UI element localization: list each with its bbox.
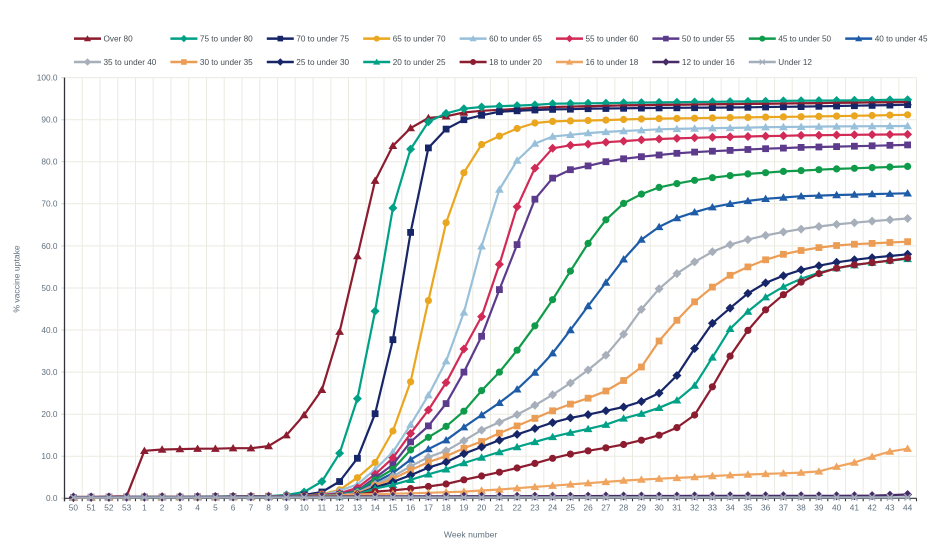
svg-text:21: 21: [495, 503, 505, 513]
svg-text:12 to under 16: 12 to under 16: [682, 58, 735, 67]
svg-text:4: 4: [195, 503, 200, 513]
svg-text:18: 18: [441, 503, 451, 513]
svg-text:41: 41: [850, 503, 860, 513]
svg-text:Under 12: Under 12: [778, 58, 812, 67]
svg-text:75 to under 80: 75 to under 80: [200, 35, 253, 44]
svg-text:17: 17: [424, 503, 434, 513]
svg-text:32: 32: [690, 503, 700, 513]
svg-text:24: 24: [548, 503, 558, 513]
svg-text:31: 31: [672, 503, 682, 513]
svg-text:38: 38: [796, 503, 806, 513]
svg-text:40 to under 45: 40 to under 45: [875, 35, 928, 44]
svg-text:30 to under 35: 30 to under 35: [200, 58, 253, 67]
svg-text:36: 36: [761, 503, 771, 513]
svg-text:2: 2: [160, 503, 165, 513]
svg-text:19: 19: [459, 503, 469, 513]
svg-text:1: 1: [142, 503, 147, 513]
svg-text:90.0: 90.0: [41, 115, 58, 125]
svg-text:20: 20: [477, 503, 487, 513]
svg-text:5: 5: [213, 503, 218, 513]
svg-text:65 to under 70: 65 to under 70: [393, 35, 446, 44]
svg-text:28: 28: [619, 503, 629, 513]
svg-text:30.0: 30.0: [41, 367, 58, 377]
svg-text:20.0: 20.0: [41, 409, 58, 419]
svg-text:50.0: 50.0: [41, 283, 58, 293]
svg-text:35 to under 40: 35 to under 40: [104, 58, 157, 67]
svg-text:26: 26: [583, 503, 593, 513]
svg-text:25: 25: [566, 503, 576, 513]
svg-text:42: 42: [867, 503, 877, 513]
svg-text:100.0: 100.0: [37, 73, 58, 83]
svg-text:34: 34: [725, 503, 735, 513]
svg-text:16 to under 18: 16 to under 18: [586, 58, 639, 67]
svg-text:13: 13: [353, 503, 363, 513]
svg-text:52: 52: [104, 503, 114, 513]
svg-text:35: 35: [743, 503, 753, 513]
svg-text:Over 80: Over 80: [104, 35, 134, 44]
svg-text:33: 33: [708, 503, 718, 513]
svg-text:11: 11: [318, 503, 327, 513]
svg-text:3: 3: [178, 503, 183, 513]
svg-text:39: 39: [814, 503, 824, 513]
svg-text:10.0: 10.0: [41, 451, 58, 461]
svg-text:6: 6: [231, 503, 236, 513]
svg-text:80.0: 80.0: [41, 157, 58, 167]
svg-text:7: 7: [249, 503, 254, 513]
svg-text:60.0: 60.0: [41, 241, 58, 251]
svg-text:12: 12: [335, 503, 345, 513]
svg-text:9: 9: [284, 503, 289, 513]
svg-text:40.0: 40.0: [41, 325, 58, 335]
svg-text:20 to under 25: 20 to under 25: [393, 58, 446, 67]
svg-text:10: 10: [299, 503, 309, 513]
svg-text:70.0: 70.0: [41, 199, 58, 209]
svg-text:53: 53: [122, 503, 132, 513]
svg-text:14: 14: [370, 503, 380, 513]
svg-text:40: 40: [832, 503, 842, 513]
svg-text:55 to under 60: 55 to under 60: [586, 35, 639, 44]
svg-text:37: 37: [779, 503, 789, 513]
svg-text:27: 27: [601, 503, 611, 513]
svg-text:50: 50: [69, 503, 79, 513]
svg-text:44: 44: [903, 503, 913, 513]
svg-text:% vaccine uptake: % vaccine uptake: [12, 245, 22, 313]
svg-text:22: 22: [512, 503, 522, 513]
svg-text:60 to under 65: 60 to under 65: [489, 35, 542, 44]
svg-text:18 to under 20: 18 to under 20: [489, 58, 542, 67]
svg-text:Week number: Week number: [444, 530, 497, 540]
svg-text:50 to under 55: 50 to under 55: [682, 35, 735, 44]
svg-text:16: 16: [406, 503, 416, 513]
svg-text:23: 23: [530, 503, 540, 513]
svg-text:45 to under 50: 45 to under 50: [778, 35, 831, 44]
svg-text:15: 15: [388, 503, 398, 513]
svg-text:0.0: 0.0: [46, 493, 58, 503]
svg-text:8: 8: [266, 503, 271, 513]
svg-text:51: 51: [86, 503, 96, 513]
svg-text:25 to under 30: 25 to under 30: [296, 58, 349, 67]
svg-text:43: 43: [885, 503, 895, 513]
svg-text:29: 29: [637, 503, 647, 513]
svg-text:70 to under 75: 70 to under 75: [296, 35, 349, 44]
svg-text:30: 30: [654, 503, 664, 513]
